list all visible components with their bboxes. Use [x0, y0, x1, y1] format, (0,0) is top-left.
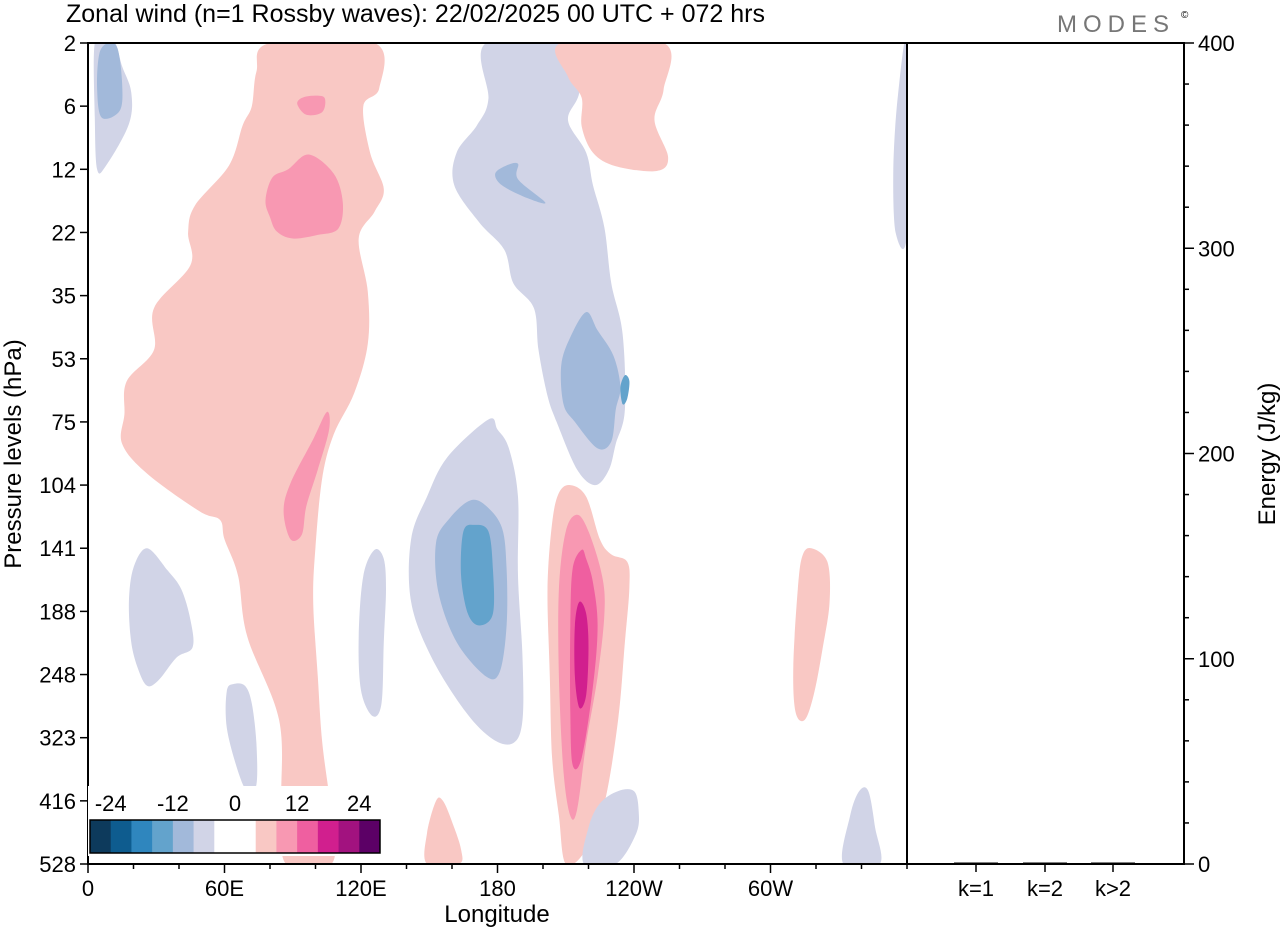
y-tick-label: 416	[39, 789, 76, 814]
energy-tick-label: 0	[1198, 852, 1210, 877]
colorbar-label: 12	[285, 791, 309, 816]
colorbar-swatch	[235, 820, 257, 853]
contour-region-23	[793, 547, 831, 722]
contour-region-4	[297, 95, 326, 116]
contour-region-7	[225, 683, 258, 793]
contour-region-25	[582, 789, 640, 864]
energy-bar-2	[1023, 862, 1067, 864]
energy-bar-3	[1091, 862, 1135, 864]
energy-category-label: k>2	[1095, 876, 1131, 901]
energy-tick-label: 400	[1198, 31, 1235, 56]
energy-axis: 0 100 200 300 400	[1184, 31, 1235, 877]
colorbar-swatch	[317, 820, 340, 853]
energy-category-label: k=2	[1027, 876, 1063, 901]
colorbar-swatch	[110, 820, 132, 853]
contour-region-11	[460, 524, 495, 626]
y-tick-label: 6	[64, 94, 76, 119]
colorbar-swatch	[338, 820, 360, 853]
y-tick-label: 75	[52, 410, 76, 435]
modes-brand: MODES	[1057, 11, 1175, 38]
colorbar-swatch	[152, 820, 174, 853]
contour-region-14	[560, 312, 621, 450]
energy-panel-frame	[906, 42, 1185, 865]
energy-axis-title: Energy (J/kg)	[1254, 383, 1280, 526]
y-tick-label: 53	[52, 347, 76, 372]
energy-tick-label: 300	[1198, 236, 1235, 261]
x-axis-title: Longitude	[444, 901, 549, 928]
y-tick-label: 141	[39, 536, 76, 561]
colorbar-swatch	[172, 820, 195, 853]
y-tick-label: 35	[52, 284, 76, 309]
colorbar-swatch	[297, 820, 319, 853]
modes-logo: MODES ©	[1057, 10, 1189, 38]
wind-contours	[93, 43, 907, 864]
contour-region-16	[620, 375, 630, 405]
colorbar: -24 -12 0 12 24	[88, 786, 382, 856]
colorbar-label: 24	[347, 791, 371, 816]
y-tick-label: 104	[39, 473, 76, 498]
y-tick-label: 528	[39, 852, 76, 877]
energy-category-label: k=1	[958, 876, 994, 901]
contour-region-2	[120, 43, 385, 864]
contour-region-3	[265, 154, 344, 239]
x-tick-label: 0	[82, 876, 94, 901]
colorbar-swatch	[131, 820, 153, 853]
colorbar-swatch	[255, 820, 277, 853]
contour-region-22	[574, 601, 589, 709]
y-axis-title: Pressure levels (hPa)	[0, 339, 27, 568]
y-tick-label: 22	[52, 220, 76, 245]
contour-region-1	[97, 43, 123, 119]
x-tick-label: 60E	[205, 876, 244, 901]
contour-region-6	[128, 548, 194, 687]
energy-bars: k=1 k=2 k>2	[954, 862, 1135, 901]
energy-tick-label: 200	[1198, 442, 1235, 467]
colorbar-frame	[89, 819, 381, 854]
colorbar-swatch	[359, 820, 381, 853]
y-tick-label: 248	[39, 663, 76, 688]
x-axis: 0 60E 120E 180 120W 60W	[82, 864, 908, 901]
modes-brand-mark: ©	[1181, 10, 1189, 21]
x-tick-label: 120W	[605, 876, 663, 901]
x-tick-label: 120E	[335, 876, 386, 901]
colorbar-swatch	[90, 820, 112, 853]
y-tick-label: 323	[39, 726, 76, 751]
contour-region-13	[495, 162, 546, 204]
x-tick-label: 180	[479, 876, 516, 901]
chart-title: Zonal wind (n=1 Rossby waves): 22/02/202…	[66, 0, 765, 28]
contour-region-5	[283, 411, 330, 541]
contour-region-27	[893, 43, 907, 249]
contour-region-18	[555, 43, 672, 172]
colorbar-label: -24	[95, 791, 127, 816]
colorbar-swatch	[276, 820, 298, 853]
y-tick-label: 2	[64, 31, 76, 56]
energy-tick-label: 100	[1198, 647, 1235, 672]
colorbar-swatch	[193, 820, 215, 853]
colorbar-swatch	[214, 820, 236, 853]
y-tick-label: 12	[52, 157, 76, 182]
contour-region-8	[358, 548, 386, 717]
energy-bar-1	[954, 862, 998, 864]
colorbar-label: 0	[229, 791, 241, 816]
x-tick-label: 60W	[748, 876, 793, 901]
y-tick-label: 188	[39, 599, 76, 624]
colorbar-label: -12	[157, 791, 189, 816]
contour-region-24	[424, 797, 463, 864]
y-axis: 2 6 12 22 35 53 75 104 141 188 248 323 416 528	[39, 31, 88, 877]
contour-region-26	[841, 787, 882, 864]
